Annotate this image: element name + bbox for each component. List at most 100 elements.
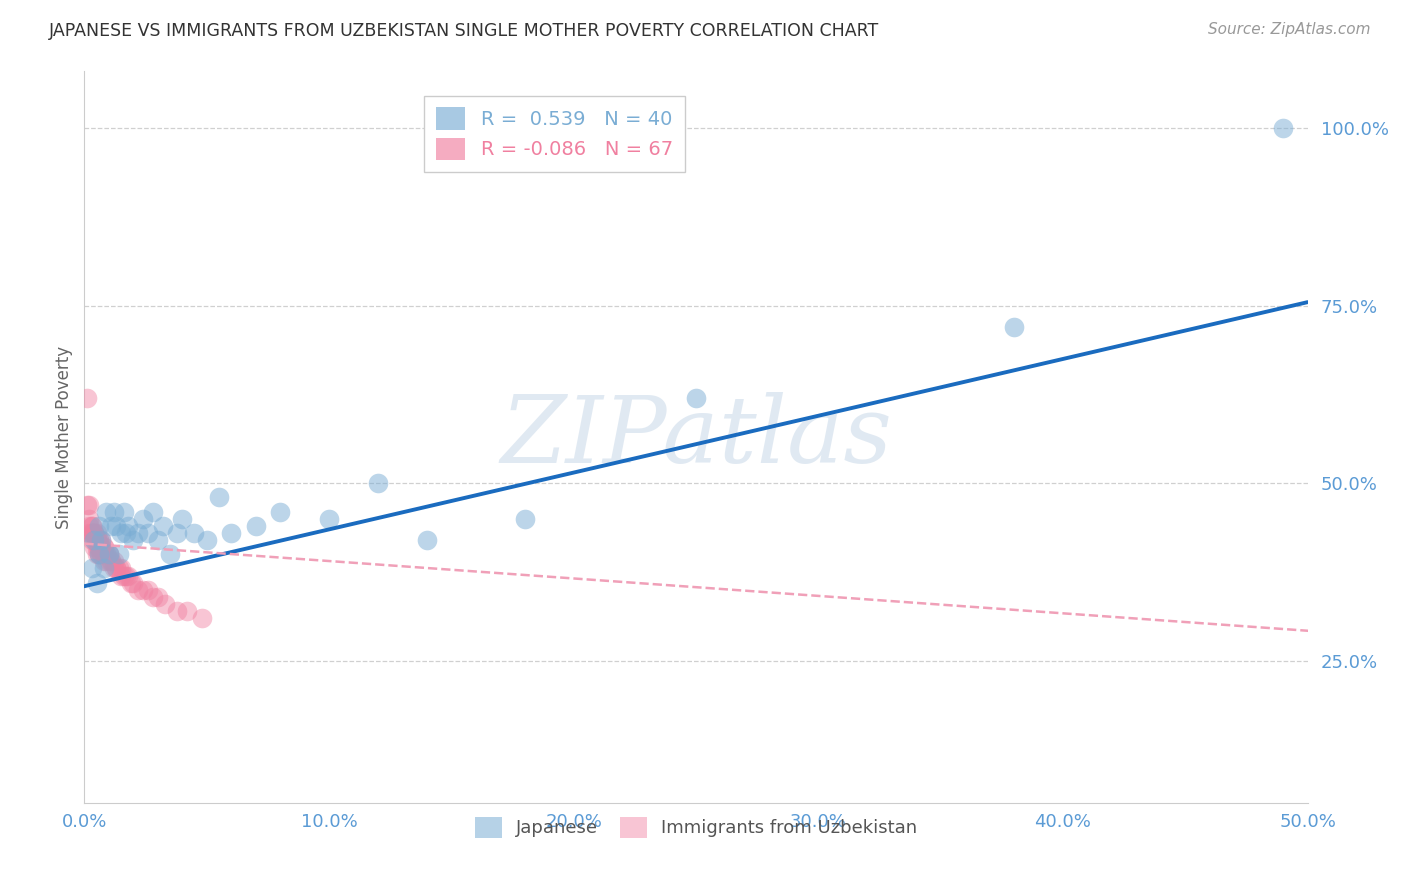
Point — [122, 533, 145, 547]
Legend: Japanese, Immigrants from Uzbekistan: Japanese, Immigrants from Uzbekistan — [467, 810, 925, 845]
Point — [76, 498, 98, 512]
Point — [90, 540, 112, 554]
Point — [80, 525, 103, 540]
Point — [97, 547, 120, 561]
Point — [117, 568, 139, 582]
Point — [191, 611, 214, 625]
Point — [122, 575, 145, 590]
Point — [172, 512, 194, 526]
Point — [86, 533, 108, 547]
Point — [195, 533, 218, 547]
Point — [77, 519, 100, 533]
Point — [83, 533, 105, 547]
Point — [77, 512, 100, 526]
Point — [87, 533, 110, 547]
Point — [90, 533, 112, 547]
Point — [1002, 320, 1025, 334]
Point — [110, 561, 132, 575]
Point — [103, 561, 125, 575]
Point — [87, 540, 110, 554]
Point — [142, 590, 165, 604]
Point — [97, 547, 120, 561]
Point — [93, 561, 115, 575]
Point — [132, 582, 155, 597]
Point — [146, 533, 169, 547]
Y-axis label: Single Mother Poverty: Single Mother Poverty — [55, 345, 73, 529]
Point — [100, 554, 122, 568]
Point — [87, 519, 110, 533]
Text: ZIPatlas: ZIPatlas — [501, 392, 891, 482]
Point — [86, 525, 108, 540]
Point — [77, 498, 100, 512]
Point — [183, 525, 205, 540]
Point — [87, 547, 110, 561]
Text: JAPANESE VS IMMIGRANTS FROM UZBEKISTAN SINGLE MOTHER POVERTY CORRELATION CHART: JAPANESE VS IMMIGRANTS FROM UZBEKISTAN S… — [49, 22, 880, 40]
Point — [136, 582, 159, 597]
Point — [80, 533, 103, 547]
Point — [685, 391, 707, 405]
Point — [76, 391, 98, 405]
Point — [269, 505, 291, 519]
Point — [90, 540, 112, 554]
Point — [127, 582, 149, 597]
Point — [105, 561, 128, 575]
Point — [83, 525, 105, 540]
Point — [120, 575, 142, 590]
Point — [83, 540, 105, 554]
Point — [80, 525, 103, 540]
Point — [90, 547, 112, 561]
Point — [80, 519, 103, 533]
Point — [77, 525, 100, 540]
Point — [87, 547, 110, 561]
Point — [367, 476, 389, 491]
Point — [513, 512, 536, 526]
Point — [112, 568, 135, 582]
Point — [107, 547, 129, 561]
Point — [83, 525, 105, 540]
Point — [87, 547, 110, 561]
Point — [136, 525, 159, 540]
Point — [93, 540, 115, 554]
Point — [97, 554, 120, 568]
Point — [86, 547, 108, 561]
Point — [153, 597, 176, 611]
Point — [110, 525, 132, 540]
Point — [86, 575, 108, 590]
Point — [83, 533, 105, 547]
Point — [96, 547, 118, 561]
Point — [127, 525, 149, 540]
Point — [103, 554, 125, 568]
Point — [93, 547, 115, 561]
Point — [93, 540, 115, 554]
Point — [80, 519, 103, 533]
Point — [86, 533, 108, 547]
Point — [86, 540, 108, 554]
Point — [96, 554, 118, 568]
Point — [93, 554, 115, 568]
Point — [146, 590, 169, 604]
Point — [1272, 121, 1295, 136]
Text: Source: ZipAtlas.com: Source: ZipAtlas.com — [1208, 22, 1371, 37]
Point — [105, 519, 128, 533]
Point — [90, 547, 112, 561]
Point — [103, 505, 125, 519]
Point — [83, 525, 105, 540]
Point — [245, 519, 267, 533]
Point — [100, 554, 122, 568]
Point — [166, 525, 188, 540]
Point — [318, 512, 340, 526]
Point — [152, 519, 174, 533]
Point — [96, 505, 118, 519]
Point — [87, 540, 110, 554]
Point — [142, 505, 165, 519]
Point — [105, 561, 128, 575]
Point — [208, 491, 231, 505]
Point — [80, 561, 103, 575]
Point — [219, 525, 242, 540]
Point — [132, 512, 155, 526]
Point — [110, 568, 132, 582]
Point — [107, 561, 129, 575]
Point — [86, 533, 108, 547]
Point — [100, 519, 122, 533]
Point — [97, 547, 120, 561]
